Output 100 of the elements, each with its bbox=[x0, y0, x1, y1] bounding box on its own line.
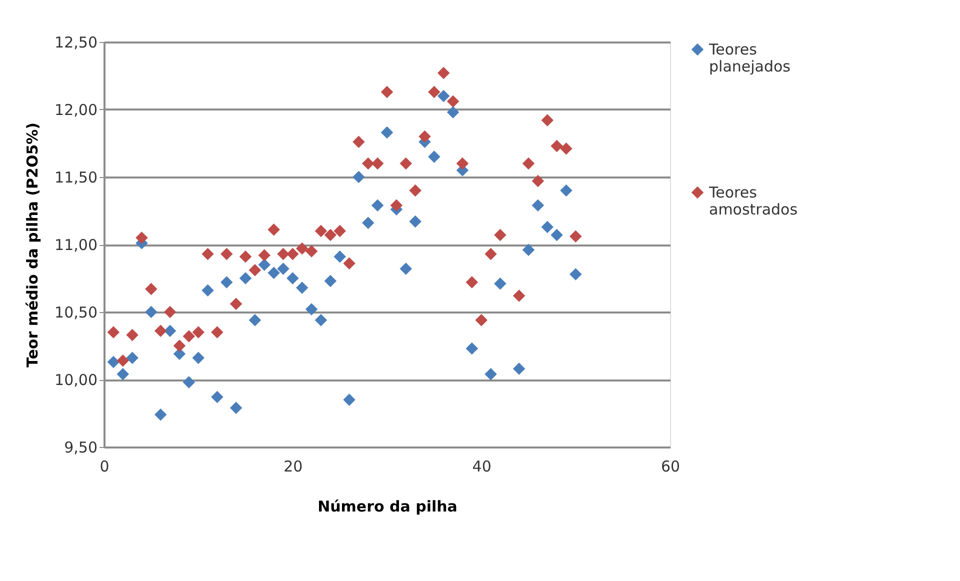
point bbox=[428, 86, 440, 98]
point bbox=[446, 95, 460, 108]
point bbox=[286, 248, 299, 260]
point bbox=[446, 106, 460, 118]
point bbox=[258, 258, 270, 271]
point bbox=[362, 157, 374, 170]
y-tick-label: 9,50 bbox=[64, 438, 98, 456]
point bbox=[239, 272, 252, 284]
point bbox=[343, 394, 356, 406]
point bbox=[466, 342, 478, 355]
point bbox=[154, 408, 167, 421]
point bbox=[352, 170, 365, 184]
point bbox=[400, 157, 412, 170]
point bbox=[286, 272, 299, 284]
point bbox=[164, 306, 176, 318]
point bbox=[560, 184, 572, 197]
point bbox=[164, 324, 176, 338]
point bbox=[494, 278, 506, 290]
point bbox=[324, 274, 337, 288]
point bbox=[522, 157, 535, 170]
point bbox=[466, 276, 478, 288]
point bbox=[248, 264, 262, 276]
point bbox=[456, 157, 469, 170]
point bbox=[428, 150, 440, 163]
point bbox=[324, 228, 337, 242]
point bbox=[334, 224, 346, 238]
point bbox=[202, 284, 214, 297]
y-tick-label: 10,50 bbox=[54, 304, 98, 322]
point bbox=[107, 356, 120, 368]
point bbox=[409, 215, 422, 228]
point bbox=[522, 244, 535, 256]
point bbox=[248, 314, 262, 326]
y-tick-label: 10,00 bbox=[54, 371, 98, 389]
point bbox=[512, 362, 526, 375]
point bbox=[211, 390, 224, 404]
point bbox=[268, 266, 280, 279]
point bbox=[400, 262, 412, 275]
point bbox=[145, 282, 158, 296]
point bbox=[126, 328, 138, 342]
point bbox=[570, 230, 582, 243]
point bbox=[570, 268, 582, 280]
point bbox=[418, 130, 431, 143]
point bbox=[230, 402, 242, 414]
point bbox=[211, 326, 224, 338]
y-tick-label: 12,00 bbox=[54, 101, 98, 119]
y-tick-label: 12,50 bbox=[54, 34, 98, 52]
point bbox=[296, 282, 308, 294]
point bbox=[182, 376, 196, 388]
point bbox=[550, 228, 563, 242]
point bbox=[305, 245, 318, 258]
point bbox=[334, 250, 346, 263]
point bbox=[220, 276, 233, 288]
point bbox=[437, 66, 450, 80]
point bbox=[541, 220, 554, 234]
point bbox=[182, 330, 196, 342]
point bbox=[268, 224, 280, 236]
x-tick-label: 0 bbox=[100, 458, 110, 476]
point bbox=[362, 216, 374, 230]
point bbox=[484, 248, 497, 260]
point bbox=[116, 354, 129, 367]
point bbox=[380, 126, 394, 139]
point bbox=[230, 298, 242, 310]
point bbox=[277, 262, 290, 275]
point bbox=[126, 352, 138, 364]
point bbox=[305, 303, 318, 316]
point bbox=[512, 290, 526, 302]
legend-label: Teores planejados bbox=[708, 40, 791, 76]
x-axis-title: Número da pilha bbox=[318, 498, 458, 516]
point bbox=[532, 199, 544, 212]
point bbox=[494, 228, 506, 242]
y-tick-label: 11,00 bbox=[54, 236, 98, 254]
point bbox=[437, 90, 450, 102]
point bbox=[371, 157, 384, 170]
point bbox=[352, 136, 365, 148]
point bbox=[343, 257, 356, 270]
point bbox=[154, 324, 167, 338]
point bbox=[560, 142, 572, 155]
point bbox=[314, 314, 328, 326]
point bbox=[550, 140, 563, 152]
point bbox=[390, 199, 403, 212]
point bbox=[541, 114, 554, 126]
point bbox=[314, 224, 328, 238]
point bbox=[145, 306, 158, 318]
point bbox=[107, 326, 120, 338]
point bbox=[173, 340, 186, 352]
point bbox=[532, 174, 544, 188]
y-axis-title: Teor médio da pilha (P2O5%) bbox=[24, 122, 42, 368]
point bbox=[192, 326, 204, 338]
point bbox=[192, 352, 204, 364]
point bbox=[136, 232, 148, 244]
point bbox=[116, 368, 129, 380]
point bbox=[258, 249, 270, 262]
point bbox=[202, 248, 214, 260]
point bbox=[371, 199, 384, 212]
point bbox=[220, 248, 233, 260]
point bbox=[409, 184, 422, 197]
x-tick-label: 40 bbox=[472, 458, 492, 476]
x-tick-label: 20 bbox=[284, 458, 303, 476]
point bbox=[475, 314, 488, 326]
point bbox=[484, 368, 497, 380]
